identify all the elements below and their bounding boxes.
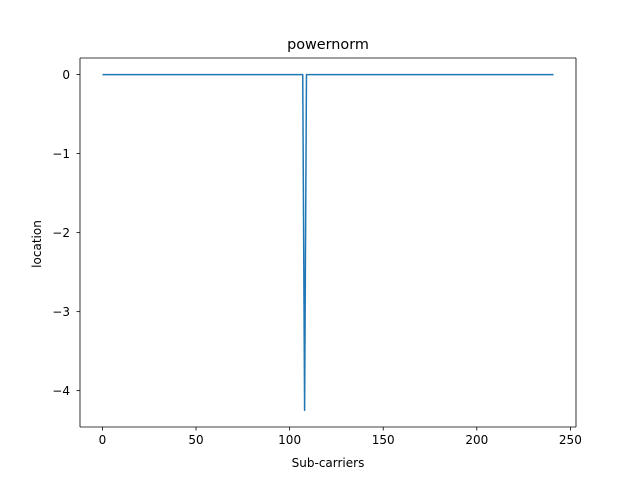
x-axis-label: Sub-carriers	[292, 456, 365, 470]
x-tick-label: 250	[559, 433, 582, 447]
y-tick-label: −1	[52, 147, 70, 161]
x-tick-label: 150	[372, 433, 395, 447]
x-tick-label: 0	[99, 433, 107, 447]
y-tick-label: −3	[52, 305, 70, 319]
x-tick-label: 100	[278, 433, 301, 447]
x-tick-label: 50	[188, 433, 203, 447]
y-tick-label: −2	[52, 226, 70, 240]
y-tick-label: 0	[62, 68, 70, 82]
y-axis-label: location	[30, 220, 44, 268]
x-tick-label: 200	[465, 433, 488, 447]
y-tick-label: −4	[52, 384, 70, 398]
chart-title: powernorm	[287, 37, 369, 53]
plot-area: 0 50 100 150 200 250 0 −1 −2 −3 −4	[52, 57, 582, 447]
series-line-0	[102, 73, 554, 412]
